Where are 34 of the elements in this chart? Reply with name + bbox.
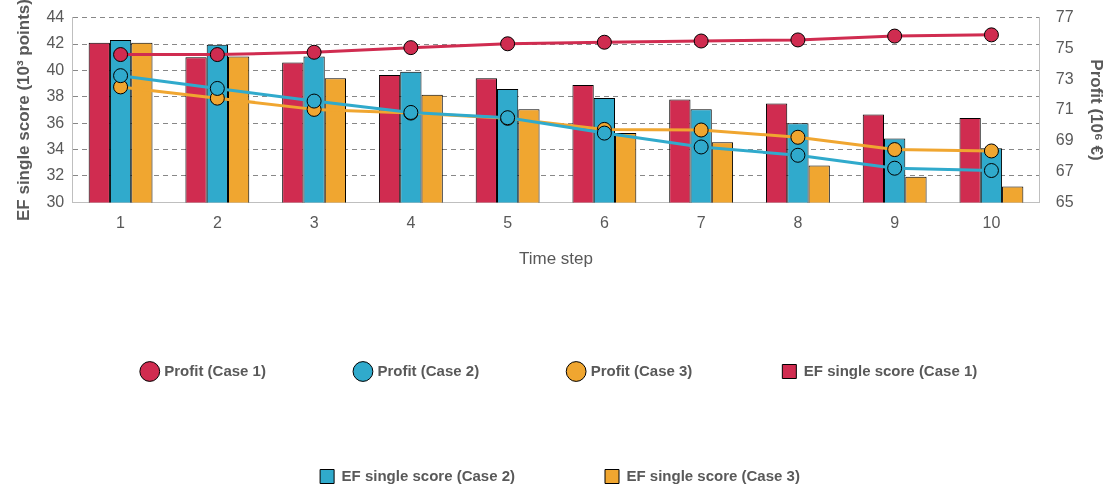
x-tick-label: 5	[503, 214, 513, 232]
x-tick-label: 3	[309, 214, 319, 232]
x-tick-label: 1	[116, 214, 126, 232]
legend-label: EF single score (Case 3)	[626, 466, 800, 484]
y-tick-label: 32	[46, 166, 65, 184]
y-tick-label: 30	[46, 192, 65, 210]
legend-label: Profit (Case 1)	[164, 361, 266, 379]
y2-tick-label: 69	[1055, 131, 1074, 149]
x-tick-label: 9	[890, 214, 900, 232]
y-tick-label: 40	[46, 60, 65, 78]
x-tick-label: 10	[982, 214, 1001, 232]
x-tick-label: 8	[793, 214, 803, 232]
y2-tick-label: 75	[1055, 38, 1074, 56]
x-axis-title: Time step	[518, 249, 594, 269]
legend-label: EF single score (Case 2)	[341, 466, 516, 484]
y-tick-label: 42	[46, 34, 65, 52]
y-tick-label: 34	[46, 140, 65, 158]
y2-tick-label: 65	[1055, 192, 1074, 210]
y2-tick-label: 71	[1055, 100, 1074, 118]
y2-axis-title: Profit (10⁶ €)	[1087, 59, 1107, 161]
x-tick-label: 2	[212, 214, 222, 232]
legend-label: Profit (Case 2)	[377, 361, 480, 379]
y2-tick-label: 67	[1055, 162, 1074, 180]
y-tick-label: 36	[46, 113, 65, 131]
y-axis-title: EF single score (10³ points)	[13, 0, 33, 221]
y2-tick-label: 77	[1055, 8, 1074, 26]
y2-tick-label: 73	[1055, 69, 1074, 87]
x-tick-label: 4	[406, 214, 416, 232]
legend-label: Profit (Case 3)	[590, 361, 693, 379]
x-tick-label: 7	[696, 214, 706, 232]
x-tick-label: 6	[599, 214, 609, 232]
y-tick-label: 44	[46, 8, 65, 26]
y-tick-label: 38	[46, 87, 65, 105]
legend-label: EF single score (Case 1)	[803, 361, 978, 379]
